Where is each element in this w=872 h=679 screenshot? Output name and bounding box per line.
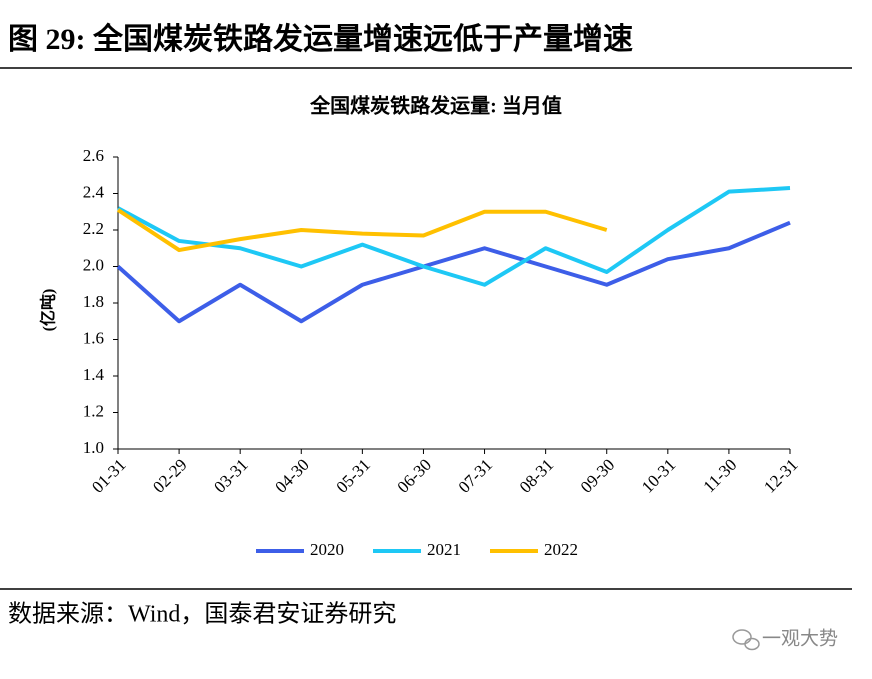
series-line — [116, 208, 608, 253]
y-tick-label: 2.0 — [83, 255, 104, 274]
y-tick-label: 1.0 — [83, 438, 104, 457]
legend-label: 2021 — [427, 540, 461, 559]
x-tick-label: 12-31 — [760, 455, 801, 496]
x-tick-label: 10-31 — [638, 455, 679, 496]
series-line — [117, 186, 791, 287]
watermark: 一观大势 — [762, 627, 838, 649]
x-tick-label: 02-29 — [149, 455, 190, 496]
x-tick-label: 06-30 — [394, 455, 435, 496]
y-tick-label: 1.8 — [83, 292, 104, 311]
x-tick-label: 01-31 — [88, 455, 129, 496]
x-tick-label: 04-30 — [271, 455, 312, 496]
source: 数据来源：Wind，国泰君安证券研究 — [8, 601, 396, 628]
y-axis-label: (亿吨) — [39, 289, 58, 332]
figure-title: 图 29: 全国煤炭铁路发运量增速远低于产量增速 — [8, 22, 633, 56]
y-tick-label: 2.2 — [83, 219, 104, 238]
y-tick-label: 1.2 — [83, 401, 104, 420]
x-tick-label: 09-30 — [577, 455, 618, 496]
chart-title: 全国煤炭铁路发运量: 当月值 — [309, 94, 562, 118]
y-tick-label: 2.6 — [83, 146, 104, 165]
y-tick-label: 1.6 — [83, 328, 104, 347]
watermark-icon — [732, 629, 760, 651]
legend-label: 2020 — [310, 540, 344, 559]
series-line — [116, 220, 791, 324]
y-tick-label: 1.4 — [83, 365, 105, 384]
x-tick-label: 05-31 — [332, 455, 373, 496]
x-tick-label: 07-31 — [455, 455, 496, 496]
y-tick-label: 2.4 — [83, 182, 105, 201]
x-tick-label: 11-30 — [699, 455, 740, 496]
legend-label: 2022 — [544, 540, 578, 559]
x-tick-label: 03-31 — [210, 455, 251, 496]
x-tick-label: 08-31 — [516, 455, 557, 496]
